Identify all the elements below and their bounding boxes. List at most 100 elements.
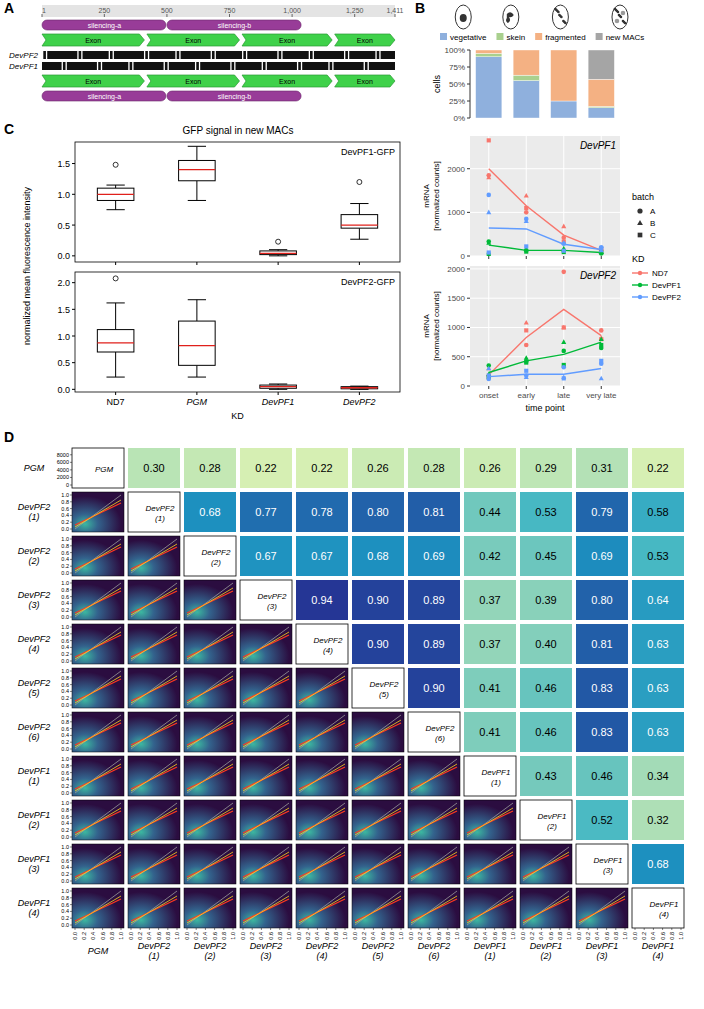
heat-cell <box>632 448 684 488</box>
tick-label: 0.4 <box>426 932 432 940</box>
tick-label: 0.8 <box>61 543 69 549</box>
label-line: (4) <box>653 951 664 961</box>
tick-label: 0.0 <box>520 932 526 940</box>
tick <box>279 928 280 930</box>
fit-line <box>131 852 177 879</box>
fit-curve <box>411 899 457 921</box>
scatter-cell <box>296 756 348 796</box>
point <box>524 359 529 364</box>
tick <box>70 469 72 470</box>
tick <box>70 911 72 912</box>
tick <box>289 928 290 930</box>
scatter-cell <box>520 888 572 928</box>
fit-curve <box>299 679 345 701</box>
cell-value: 0.63 <box>647 638 668 650</box>
exon <box>335 34 395 46</box>
label-line: (1) <box>155 514 165 523</box>
whisker <box>196 300 197 321</box>
heat-cell <box>520 536 572 576</box>
diagonal-guide <box>467 891 513 925</box>
cell-icon <box>455 5 471 29</box>
tick <box>523 928 524 930</box>
label-line: (2) <box>205 951 216 961</box>
point <box>486 366 491 371</box>
tick <box>625 928 626 930</box>
label-line: DevPF2 <box>18 546 51 556</box>
scatter-cell <box>72 712 124 752</box>
label-line: DevPF2 <box>18 590 51 600</box>
fit-line <box>411 896 457 923</box>
fit-line <box>75 896 121 923</box>
label-line: (1) <box>29 776 40 786</box>
label-line: (3) <box>29 600 40 610</box>
tick <box>494 928 495 930</box>
diagonal-guide <box>187 891 233 925</box>
line <box>489 368 602 376</box>
fit-curve <box>243 679 289 701</box>
tick-label: 1000 <box>447 323 465 332</box>
heat-cell <box>576 756 628 796</box>
diagonal-guide <box>187 847 233 881</box>
diagonal-guide <box>75 891 121 925</box>
label-line: (2) <box>29 820 40 830</box>
point <box>524 343 529 348</box>
point <box>561 235 566 240</box>
point <box>486 373 491 378</box>
diagonal-guide <box>299 803 345 837</box>
tick <box>488 386 489 389</box>
diagonal-label: DevPF2(6) <box>426 724 455 742</box>
diagonal-cell <box>464 756 516 796</box>
tick <box>70 627 72 628</box>
figure: ABCD12505007501,0001,2501,411silencing-a… <box>0 0 704 1009</box>
tick <box>317 928 318 930</box>
panel-letter: A <box>4 0 14 16</box>
alignment-gap <box>301 62 302 70</box>
tick <box>72 336 75 337</box>
grid-line <box>470 256 620 257</box>
box <box>97 188 134 200</box>
scatter-cell <box>72 756 124 796</box>
legend-marker <box>638 271 642 275</box>
cell-icon-mac <box>460 14 467 22</box>
cell-value: 0.64 <box>647 594 668 606</box>
heat-cell <box>464 712 516 752</box>
whisker-cap <box>350 239 368 240</box>
tick <box>70 749 72 750</box>
column-label: DevPF2(6) <box>418 941 451 961</box>
diagonal-guide <box>411 803 457 837</box>
label-line: DevPF2 <box>18 678 51 688</box>
alignment-gap <box>128 62 129 70</box>
fit-line <box>187 632 233 659</box>
tick-label: 0.8 <box>61 895 69 901</box>
cell-icon-fragment <box>615 9 618 12</box>
heat-cell <box>240 448 292 488</box>
fit-curve <box>187 723 233 745</box>
tick <box>335 928 336 930</box>
fit-line <box>75 500 121 527</box>
fit-curve <box>75 767 121 789</box>
tick-label: 1.0 <box>61 492 69 498</box>
tick <box>70 897 72 898</box>
fit-line <box>75 720 121 747</box>
tick <box>70 610 72 611</box>
tick-label: 0.2 <box>61 651 69 657</box>
legend-title: batch <box>632 192 654 202</box>
diagonal-label: DevPF2(3) <box>258 592 287 610</box>
tick-label: 0.2 <box>61 607 69 613</box>
heat-cell <box>464 668 516 708</box>
tick <box>503 928 504 930</box>
cell-value: 0.52 <box>591 814 612 826</box>
tick <box>401 928 402 930</box>
tick-label: 0.8 <box>61 807 69 813</box>
tick <box>70 522 72 523</box>
legend-swatch <box>496 33 503 40</box>
tick <box>606 928 607 930</box>
tick <box>467 50 470 51</box>
tick <box>196 262 197 265</box>
diagonal-cell <box>632 888 684 928</box>
fit-curve <box>243 855 289 877</box>
tick <box>72 255 75 256</box>
scatter-cell <box>296 668 348 708</box>
point <box>486 193 491 198</box>
label-line: DevPF2 <box>370 680 399 689</box>
